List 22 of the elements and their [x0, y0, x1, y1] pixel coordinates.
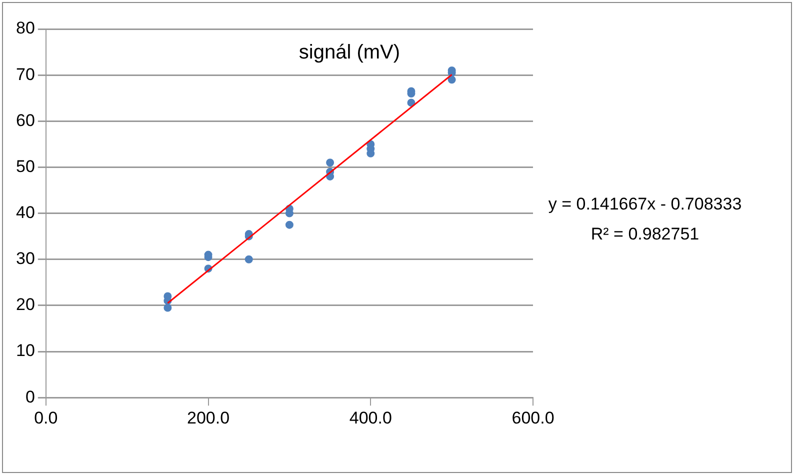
y-tick-label: 30	[16, 249, 35, 268]
y-tick-label: 80	[16, 18, 35, 38]
y-tick-label: 70	[16, 64, 35, 84]
point	[285, 220, 294, 229]
y-tick-label: 0	[25, 387, 35, 406]
point	[407, 98, 416, 107]
text: signál (mV)	[298, 42, 400, 64]
text: R² = 0.982751	[590, 224, 700, 244]
y-tick-label: 20	[16, 295, 35, 314]
x-tick-label: 400.0	[349, 408, 392, 428]
y-tick-label: 50	[16, 156, 35, 176]
text: y = 0.141667x - 0.708333	[548, 194, 742, 214]
point	[448, 76, 456, 84]
point	[326, 158, 334, 167]
point	[244, 255, 253, 264]
x-tick-label: 0.0	[34, 408, 58, 428]
y-tick-label: 10	[16, 341, 35, 360]
point	[164, 304, 172, 312]
x-tick-label: 600.0	[512, 408, 554, 428]
y-tick-label: 60	[16, 110, 35, 130]
y-tick-label: 40	[16, 202, 35, 222]
x-tick-label: 200.0	[187, 408, 230, 428]
